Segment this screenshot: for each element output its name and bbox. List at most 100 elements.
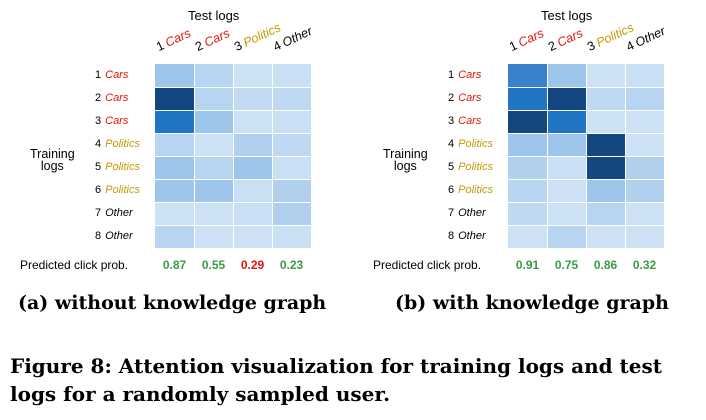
heatmap-cell [625,133,664,156]
heatmap-cell [194,225,233,248]
heatmap-cell [508,133,547,156]
heatmap-cell [233,225,272,248]
heatmap-cell [233,179,272,202]
training-log-num: 8 [95,230,102,242]
test-log-category: Cars [202,25,232,50]
heatmap-cell [625,87,664,110]
test-log-category: Cars [555,25,585,50]
training-log-label: 2 Cars [448,92,481,104]
heatmap-cell [272,64,311,87]
training-log-category: Cars [105,69,129,81]
grid-line [508,225,664,226]
panel-a: Test logs 1Cars 2Cars 3Politics 4Other Traini… [0,0,353,330]
heatmap-cell [233,110,272,133]
grid-line [508,202,664,203]
training-logs-title: Training logs [383,148,428,173]
heatmap-cell [625,110,664,133]
grid-line [508,156,664,157]
heatmap-cell [155,133,194,156]
heatmap-cell [194,133,233,156]
heatmap-cell [233,133,272,156]
training-log-num: 6 [95,184,102,196]
training-log-label: 5 Politics [95,161,140,173]
training-title-line2: logs [40,159,64,173]
predicted-click-prob-value: 0.86 [593,258,618,272]
heatmap-cell [547,133,586,156]
training-log-category: Politics [458,161,493,173]
training-log-label: 4 Politics [448,138,493,150]
heatmap-cell [233,156,272,179]
training-log-category: Cars [458,92,482,104]
grid-line [155,133,311,134]
heatmap-cell [586,202,625,225]
predicted-click-prob-label: Predicted click prob. [20,258,129,272]
training-log-label: 4 Politics [95,138,140,150]
grid-line [155,87,311,88]
heatmap-cell [155,225,194,248]
training-log-label: 5 Politics [448,161,493,173]
heatmap-cell [586,110,625,133]
heatmap-cell [547,202,586,225]
heatmap-cell [194,110,233,133]
heatmap-cell [194,179,233,202]
training-log-label: 7 Other [95,207,133,219]
training-log-category: Cars [458,69,482,81]
heatmap-cell [155,64,194,87]
subcaption: (a) without knowledge graph [18,292,327,314]
training-title-line1: Training [30,147,75,161]
test-log-label: 2Cars [193,26,232,54]
grid-line [508,87,664,88]
grid-line [155,179,311,180]
training-log-num: 4 [448,138,455,150]
training-log-num: 3 [448,115,455,127]
predicted-click-prob-value: 0.23 [279,258,304,272]
predicted-click-prob-value: 0.91 [515,258,540,272]
heatmap-cell [625,179,664,202]
heatmap-cell [155,87,194,110]
training-log-category: Cars [458,115,482,127]
heatmap-cell [155,202,194,225]
training-log-num: 8 [448,230,455,242]
heatmap-cell [233,64,272,87]
heatmap-cell [547,225,586,248]
heatmap-cell [272,179,311,202]
training-log-category: Politics [105,138,140,150]
heatmap-cell [194,87,233,110]
heatmap-cell [272,133,311,156]
grid-line [155,110,311,111]
grid-line [508,179,664,180]
heatmap-cell [508,156,547,179]
training-logs-title: Training logs [30,147,75,173]
heatmap-cell [272,110,311,133]
grid-line [155,225,311,226]
heatmap-cell [547,64,586,87]
test-log-category: Cars [163,25,193,50]
predicted-click-prob-value: 0.29 [240,258,265,272]
heatmap-cell [272,87,311,110]
grid-line [508,110,664,111]
training-log-num: 7 [95,207,102,219]
heatmap-cell [194,156,233,179]
heatmap-cell [547,87,586,110]
training-log-category: Politics [105,161,140,173]
panel-b: Test logs 1Cars 2Cars 3Politics 4Other Traini… [353,0,706,330]
heatmap-cell [508,225,547,248]
training-log-category: Politics [458,184,493,196]
heatmap-cell [233,87,272,110]
heatmap-cell [547,110,586,133]
training-log-category: Other [458,207,486,219]
grid-line [155,156,311,157]
training-log-category: Other [105,207,133,219]
test-logs-title: Test logs [188,8,240,23]
heatmap-cell [508,87,547,110]
training-log-num: 5 [95,161,102,173]
training-log-label: 3 Cars [95,115,128,127]
heatmap-cell [586,87,625,110]
test-log-label: 1Cars [507,26,546,54]
heatmap-cell [508,202,547,225]
grid-line [155,202,311,203]
test-log-category: Other [633,23,668,50]
predicted-click-prob-label: Predicted click prob. [373,258,482,272]
training-log-label: 8 Other [95,230,133,242]
training-log-label: 6 Politics [448,184,493,196]
